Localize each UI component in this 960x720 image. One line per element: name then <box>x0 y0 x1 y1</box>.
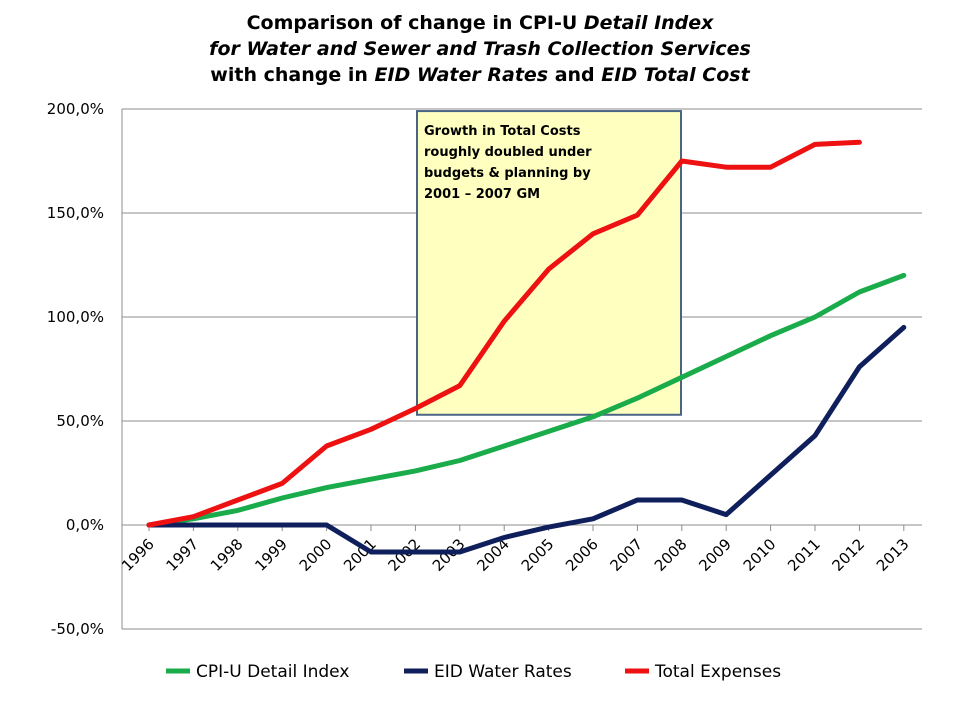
x-tick-label: 2002 <box>384 535 424 575</box>
x-tick-label: 2011 <box>784 535 824 575</box>
y-tick-label: 0,0% <box>66 516 104 534</box>
y-tick-label: 50,0% <box>56 412 104 430</box>
y-tick-label: -50,0% <box>51 620 104 638</box>
annotation-line: budgets & planning by <box>424 166 591 181</box>
title-line-1: Comparison of change in CPI-U Detail Ind… <box>246 12 714 34</box>
y-tick-label: 200,0% <box>47 100 104 118</box>
x-tick-label: 2009 <box>695 535 735 575</box>
legend-label: CPI-U Detail Index <box>196 662 349 682</box>
legend-label: EID Water Rates <box>434 662 572 682</box>
title-line-3: with change in EID Water Rates and EID T… <box>210 64 750 86</box>
annotation-line: 2001 – 2007 GM <box>424 187 540 202</box>
annotation-line: Growth in Total Costs <box>424 124 581 139</box>
x-tick-label: 2013 <box>873 535 913 575</box>
annotation-text: Growth in Total Costs roughly doubled und… <box>424 124 592 202</box>
x-tick-label: 2005 <box>518 535 558 575</box>
x-tick-label: 1996 <box>118 535 158 575</box>
y-tick-label: 150,0% <box>47 204 104 222</box>
x-tick-label: 2003 <box>429 535 469 575</box>
annotation-line: roughly doubled under <box>424 145 592 160</box>
x-tick-label: 2012 <box>828 535 868 575</box>
x-tick-label: 2006 <box>562 535 602 575</box>
legend-label: Total Expenses <box>654 662 781 682</box>
series-line <box>146 139 862 528</box>
series-lines <box>146 139 907 555</box>
series-line <box>146 272 907 528</box>
x-tick-label: 2001 <box>340 535 380 575</box>
x-tick-label: 2007 <box>606 535 646 575</box>
x-tick-label: 2008 <box>651 535 691 575</box>
y-tick-label: 100,0% <box>47 308 104 326</box>
x-tick-label: 2000 <box>296 535 336 575</box>
series-line <box>146 324 907 555</box>
legend: CPI-U Detail Index EID Water Rates Total E… <box>166 662 781 682</box>
y-axis: 200,0% 150,0% 100,0% 50,0% 0,0% -50,0% <box>47 100 123 638</box>
x-tick-label: 2010 <box>740 535 780 575</box>
annotation-box <box>416 110 682 416</box>
title-line-2: for Water and Sewer and Trash Collection… <box>209 38 751 60</box>
chart-title: Comparison of change in CPI-U Detail Ind… <box>0 10 960 88</box>
x-tick-label: 1999 <box>251 535 291 575</box>
x-tick-label: 1998 <box>207 535 247 575</box>
x-tick-label: 1997 <box>162 535 202 575</box>
